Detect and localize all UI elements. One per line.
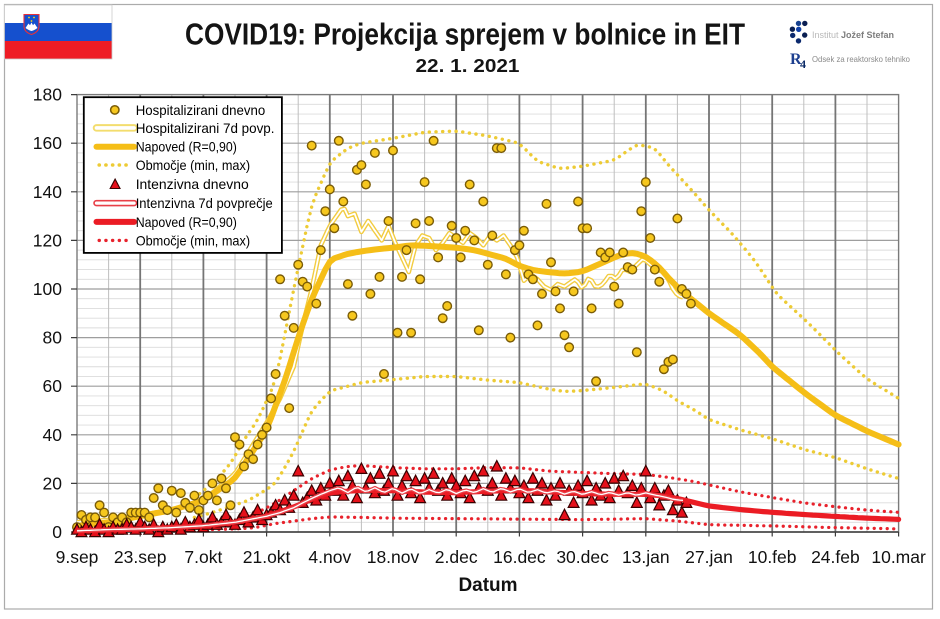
svg-text:Institut Jožef Stefan: Institut Jožef Stefan <box>812 30 894 40</box>
svg-text:Območje (min, max): Območje (min, max) <box>136 232 250 248</box>
svg-text:16.dec: 16.dec <box>493 547 546 567</box>
svg-text:10.feb: 10.feb <box>748 547 797 567</box>
svg-text:100: 100 <box>33 279 62 299</box>
svg-text:9.sep: 9.sep <box>56 547 99 567</box>
svg-text:4: 4 <box>800 57 806 71</box>
svg-text:140: 140 <box>33 182 62 202</box>
svg-text:22. 1. 2021: 22. 1. 2021 <box>416 55 520 76</box>
svg-text:20: 20 <box>43 473 63 493</box>
svg-text:0: 0 <box>52 522 62 542</box>
svg-text:80: 80 <box>43 328 63 348</box>
svg-text:21.okt: 21.okt <box>243 547 291 567</box>
svg-text:27.jan: 27.jan <box>685 547 733 567</box>
svg-text:30.dec: 30.dec <box>556 547 609 567</box>
svg-text:2.dec: 2.dec <box>435 547 478 567</box>
svg-text:120: 120 <box>33 230 62 250</box>
svg-text:Hospitalizirani 7d povp.: Hospitalizirani 7d povp. <box>136 120 275 136</box>
svg-text:Intenzivna dnevno: Intenzivna dnevno <box>136 176 249 192</box>
svg-text:COVID19: Projekcija sprejem v: COVID19: Projekcija sprejem v bolnice in… <box>185 18 745 52</box>
svg-text:18.nov: 18.nov <box>367 547 420 567</box>
svg-text:180: 180 <box>33 85 62 105</box>
svg-text:Napoved (R=0,90): Napoved (R=0,90) <box>136 139 237 155</box>
svg-text:Odsek za reaktorsko tehniko: Odsek za reaktorsko tehniko <box>812 54 910 64</box>
svg-text:Hospitalizirani dnevno: Hospitalizirani dnevno <box>136 102 266 118</box>
svg-text:40: 40 <box>43 425 63 445</box>
svg-text:23.sep: 23.sep <box>114 547 167 567</box>
svg-text:Datum: Datum <box>458 575 517 596</box>
svg-text:7.okt: 7.okt <box>184 547 222 567</box>
svg-text:Območje (min, max): Območje (min, max) <box>136 157 250 173</box>
svg-text:24.feb: 24.feb <box>811 547 860 567</box>
svg-text:60: 60 <box>43 376 63 396</box>
svg-text:10.mar: 10.mar <box>871 547 926 567</box>
svg-text:Intenzivna 7d povprečje: Intenzivna 7d povprečje <box>136 195 273 211</box>
svg-text:160: 160 <box>33 133 62 153</box>
svg-text:Napoved (R=0,90): Napoved (R=0,90) <box>136 214 237 230</box>
svg-text:13.jan: 13.jan <box>622 547 670 567</box>
svg-text:R: R <box>790 51 802 68</box>
svg-text:4.nov: 4.nov <box>308 547 351 567</box>
